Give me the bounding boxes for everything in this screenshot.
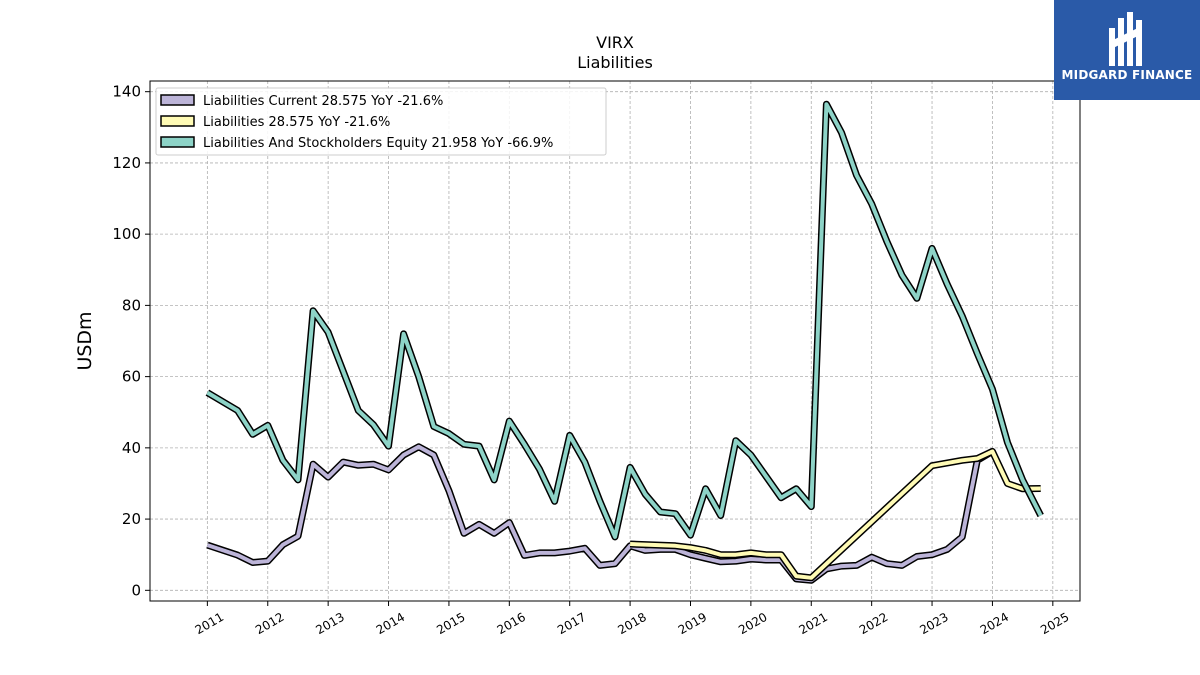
x-tick-label: 2012 <box>253 610 286 637</box>
midgard-finance-logo: MIDGARD FINANCE <box>1054 0 1200 100</box>
y-tick-label: 40 <box>122 439 141 457</box>
y-tick-label: 120 <box>112 154 141 172</box>
x-tick-label: 2018 <box>615 610 648 637</box>
y-tick-label: 140 <box>112 83 141 101</box>
legend-label: Liabilities Current 28.575 YoY -21.6% <box>203 94 443 109</box>
series-line <box>206 444 994 583</box>
legend-swatch <box>160 136 195 148</box>
x-tick-label: 2017 <box>555 610 588 637</box>
x-tick-label: 2019 <box>676 610 709 637</box>
y-tick-label: 80 <box>122 296 141 314</box>
chart-subtitle: Liabilities <box>577 53 653 72</box>
plot-frame <box>149 80 1081 602</box>
legend: Liabilities Current 28.575 YoY -21.6% Lia… <box>155 87 607 156</box>
legend-swatch <box>160 115 195 127</box>
x-tick-label: 2023 <box>917 610 950 637</box>
x-tick-label: 2020 <box>736 610 769 637</box>
series-line <box>630 449 1041 580</box>
series-2 <box>205 100 1044 541</box>
x-tick-label: 2016 <box>495 610 528 637</box>
grid <box>150 81 1080 601</box>
series-line <box>206 102 1043 539</box>
x-tick-label: 2015 <box>434 610 467 637</box>
x-tick-label: 2011 <box>193 610 226 637</box>
series-0 <box>206 443 995 584</box>
legend-box <box>155 87 607 156</box>
chart-title: VIRX <box>596 33 634 52</box>
x-tick-label: 2021 <box>797 610 830 637</box>
y-axis: 0 20 40 60 80 100 120 140 <box>112 83 150 599</box>
x-tick-label: 2024 <box>978 610 1011 637</box>
x-axis: 2011 2012 2013 2014 2015 2016 2017 2018 2019 2020… <box>193 601 1072 637</box>
logo-text: MIDGARD FINANCE <box>1061 68 1193 82</box>
y-tick-label: 0 <box>131 581 141 599</box>
midgard-logo-icon <box>1109 12 1142 66</box>
legend-swatch <box>160 94 195 106</box>
x-tick-label: 2013 <box>313 610 346 637</box>
series-layer <box>205 100 1044 584</box>
y-tick-label: 60 <box>122 368 141 386</box>
x-tick-label: 2022 <box>857 610 890 637</box>
y-axis-label: USDm <box>74 311 96 370</box>
x-tick-label: 2014 <box>374 610 407 637</box>
y-tick-label: 20 <box>122 510 141 528</box>
legend-label: Liabilities 28.575 YoY -21.6% <box>203 115 390 130</box>
x-tick-label: 2025 <box>1038 610 1071 637</box>
y-tick-label: 100 <box>112 225 141 243</box>
series-1 <box>629 447 1041 582</box>
series-line-outline <box>629 447 1041 582</box>
legend-label: Liabilities And Stockholders Equity 21.9… <box>203 136 553 151</box>
